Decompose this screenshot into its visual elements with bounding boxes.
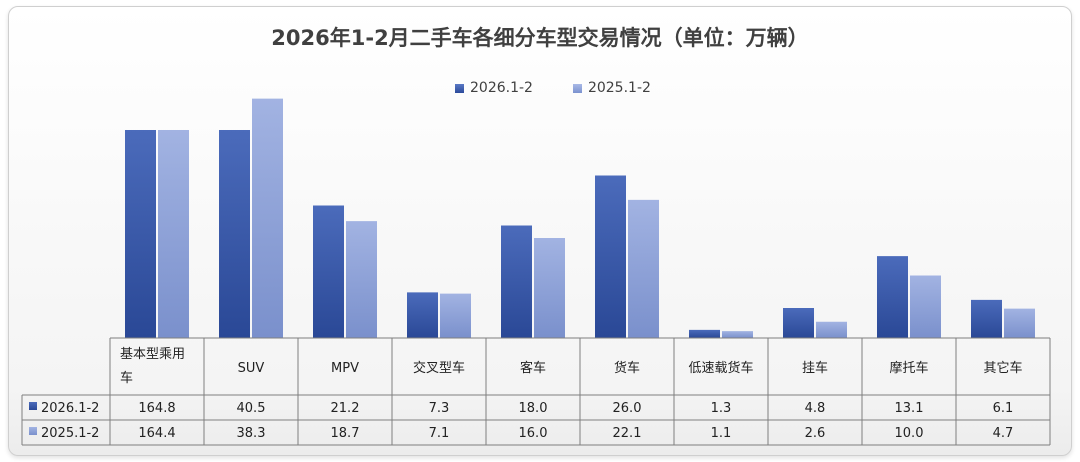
table-value: 18.0 [519,401,548,416]
category-label: 交叉型车 [413,360,465,376]
category-label: 货车 [614,360,640,376]
bar-2025.1-2-货车 [628,199,659,338]
category-label: 低速载货车 [688,360,753,376]
bar-2026.1-2-货车 [595,175,626,338]
category-label: 基本型乘用 [120,347,185,362]
bar-2025.1-2-交叉型车 [440,293,471,338]
legend-label-2026: 2026.1-2 [470,80,533,96]
bar-2025.1-2-SUV [252,98,283,338]
legend-swatch-2025 [572,83,582,93]
table-value: 6.1 [993,401,1014,416]
category-label: 挂车 [802,360,828,376]
table-value: 2.6 [805,426,826,441]
legend-swatch-2026 [455,83,464,93]
bar-2026.1-2-MPV [313,205,344,338]
table-value: 7.1 [429,426,450,441]
table-value: 40.5 [237,401,266,416]
table-value: 164.8 [138,401,175,416]
bar-2026.1-2-交叉型车 [407,292,438,338]
bar-2025.1-2-摩托车 [910,275,941,338]
category-label: 客车 [520,360,546,376]
bar-2025.1-2-低速载货车 [722,331,753,338]
table-value: 26.0 [613,401,642,416]
bar-2025.1-2-基本型乘用车 [158,130,189,338]
legend-item-2025: 2025.1-2 [572,80,651,96]
bar-2026.1-2-摩托车 [877,256,908,338]
chart-title: 2026年1-2月二手车各细分车型交易情况（单位：万辆） [271,26,809,50]
bar-2026.1-2-低速载货车 [689,329,720,338]
table-value: 164.4 [138,426,175,441]
bar-2026.1-2-挂车 [783,308,814,338]
category-label: 摩托车 [889,360,928,376]
table-value: 10.0 [895,426,924,441]
category-label-cont: 车 [120,370,133,386]
legend-label-2025: 2025.1-2 [587,80,651,96]
table-value: 1.1 [711,426,732,441]
table-value: 22.1 [613,426,642,441]
table-value: 4.7 [993,426,1014,441]
legend: 2026.1-2 2025.1-2 [455,80,651,96]
legend-item-2026: 2026.1-2 [455,80,533,96]
table-value: 7.3 [429,401,450,416]
table-value: 1.3 [711,401,732,416]
table-value: 38.3 [237,426,266,441]
bar-2025.1-2-客车 [534,238,565,338]
category-label: MPV [331,361,359,376]
table-series-name: 2026.1-2 [41,401,99,416]
table-value: 21.2 [331,401,360,416]
bar-2026.1-2-其它车 [971,299,1002,338]
bar-2025.1-2-MPV [346,221,377,338]
table-value: 16.0 [519,426,548,441]
bar-2026.1-2-SUV [219,130,250,338]
table-value: 4.8 [805,401,826,416]
bar-2025.1-2-其它车 [1004,308,1035,338]
bar-2025.1-2-挂车 [816,321,847,338]
category-label: 其它车 [983,360,1022,376]
category-label: SUV [238,361,265,376]
bar-2026.1-2-基本型乘用车 [125,130,156,338]
table-series-name: 2025.1-2 [41,426,99,441]
table-value: 18.7 [331,426,360,441]
table-legend-key-2025.1-2 [29,427,37,435]
table-value: 13.1 [895,401,924,416]
bar-2026.1-2-客车 [501,225,532,338]
table-legend-key-2026.1-2 [29,402,37,410]
